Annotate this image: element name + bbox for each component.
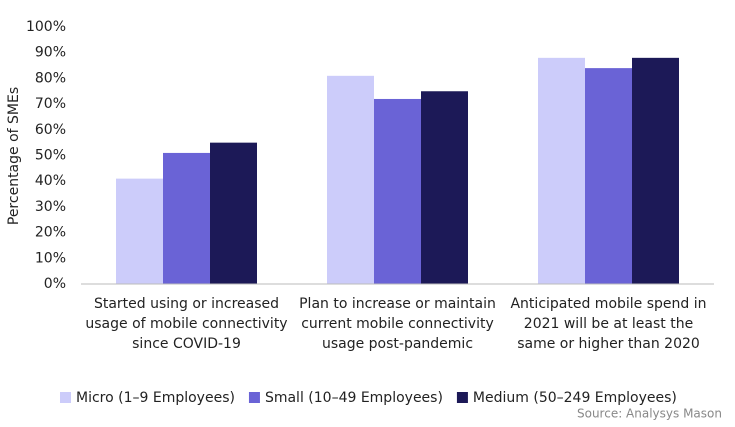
y-tick-label: 100% [26,19,66,35]
y-tick-label: 10% [35,250,66,266]
bar [632,57,679,285]
bar [210,142,257,284]
bar [163,152,210,284]
y-tick-label: 40% [35,173,66,189]
legend-label: Medium (50–249 Employees) [473,390,677,406]
x-tick-label: Started using or increased usage of mobi… [85,296,288,352]
legend-swatch [248,392,260,403]
y-tick-label: 90% [35,45,66,61]
bar [116,178,163,284]
y-axis-label: Percentage of SMEs [6,87,22,225]
x-tick-label: Plan to increase or maintain current mob… [299,296,496,352]
y-tick-label: 70% [35,96,66,112]
legend-label: Small (10–49 Employees) [265,390,443,406]
legend-label: Micro (1–9 Employees) [76,390,235,406]
legend-swatch [60,392,71,403]
legend-swatch [456,392,468,403]
y-tick-label: 80% [35,70,66,86]
bar [374,98,421,285]
y-tick-label: 30% [35,199,66,215]
bar [327,75,374,284]
y-tick-label: 0% [44,276,66,292]
x-tick-label: Anticipated mobile spend in 2021 will be… [510,296,707,352]
bar [585,68,632,285]
y-tick-label: 20% [35,225,66,241]
source: Source: Analysys Mason [577,407,722,421]
y-tick-label: 50% [35,148,66,164]
y-tick-label: 60% [35,122,66,138]
bar [538,57,585,285]
bar [421,91,468,284]
